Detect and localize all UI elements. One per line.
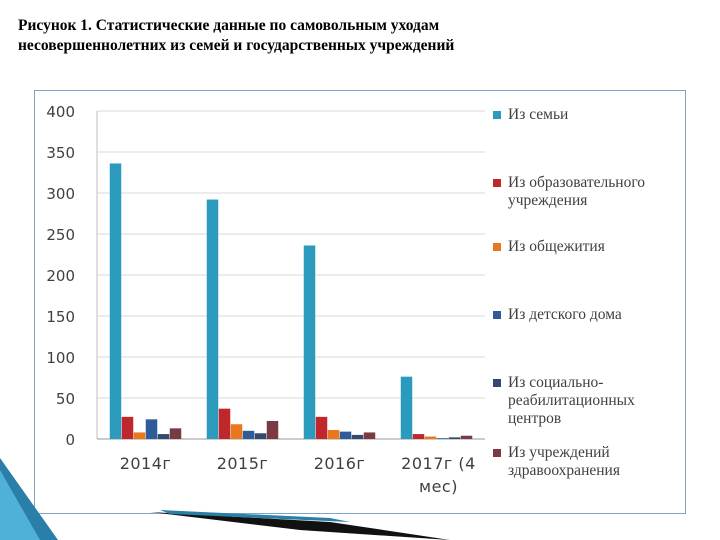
legend-swatch [493, 179, 501, 187]
bar-6 [266, 420, 279, 439]
legend-label: Из образовательного [508, 174, 645, 191]
chart-frame: 0 50 100 150 200 250 300 350 400 2014г 2015г 2016г 2… [34, 90, 686, 514]
bar-3 [424, 436, 437, 439]
legend-label: реабилитационных [508, 392, 635, 409]
bar-4 [436, 438, 449, 439]
legend-swatch [493, 311, 501, 319]
bar-1 [206, 199, 219, 439]
y-tick-label: 300 [46, 185, 75, 203]
y-tick-label: 100 [46, 349, 75, 367]
slide-title: Рисунок 1. Статистические данные по само… [18, 16, 708, 56]
legend-label: здравоохранения [508, 462, 620, 479]
bar-1 [109, 163, 122, 439]
legend-label: учреждения [508, 192, 587, 209]
y-tick-label: 0 [65, 431, 75, 449]
legend-label: центров [508, 410, 561, 427]
y-tick-label: 50 [56, 390, 75, 408]
bar-5 [157, 434, 170, 439]
bar-3 [133, 432, 146, 439]
legend-label: Из семьи [508, 106, 568, 123]
x-tick-label: 2015г [217, 454, 269, 473]
legend-swatch [493, 111, 501, 119]
bar-6 [460, 435, 473, 439]
bar-2 [315, 416, 328, 439]
bar-2 [218, 408, 231, 439]
legend-swatch [493, 449, 501, 457]
bar-5 [254, 433, 267, 439]
title-line-1: Рисунок 1. Статистические данные по само… [18, 17, 440, 34]
decorative-corner-shape [0, 458, 58, 540]
bar-3 [327, 429, 340, 439]
y-tick-label: 350 [46, 144, 75, 162]
y-tick-label: 400 [46, 103, 75, 121]
x-tick-label: 2016г [314, 454, 366, 473]
bar-1 [400, 376, 413, 439]
bar-5 [448, 437, 461, 439]
legend-label: Из детского дома [508, 306, 622, 323]
bar-2 [121, 416, 134, 439]
bar-1 [303, 245, 316, 439]
x-tick-label: 2017г (4 [401, 454, 476, 473]
x-tick-label: мес) [419, 477, 458, 496]
title-line-2: несовершеннолетних из семей и государств… [18, 37, 455, 54]
x-tick-label: 2014г [120, 454, 172, 473]
bar-5 [351, 434, 364, 439]
y-tick-label: 250 [46, 226, 75, 244]
legend-label: Из социально- [508, 374, 603, 391]
legend-label: Из общежития [508, 238, 605, 255]
bar-6 [169, 428, 182, 439]
bar-chart: 0 50 100 150 200 250 300 350 400 2014г 2015г 2016г 2… [46, 103, 645, 496]
bar-4 [339, 431, 352, 439]
bar-2 [412, 434, 425, 439]
bar-4 [242, 430, 255, 439]
bar-3 [230, 424, 243, 439]
y-tick-label: 150 [46, 308, 75, 326]
decorative-bottom-stroke [150, 510, 450, 540]
y-tick-label: 200 [46, 267, 75, 285]
bar-6 [363, 432, 376, 439]
legend-swatch [493, 379, 501, 387]
legend-swatch [493, 243, 501, 251]
legend-label: Из учреждений [508, 444, 610, 461]
bar-4 [145, 419, 158, 439]
